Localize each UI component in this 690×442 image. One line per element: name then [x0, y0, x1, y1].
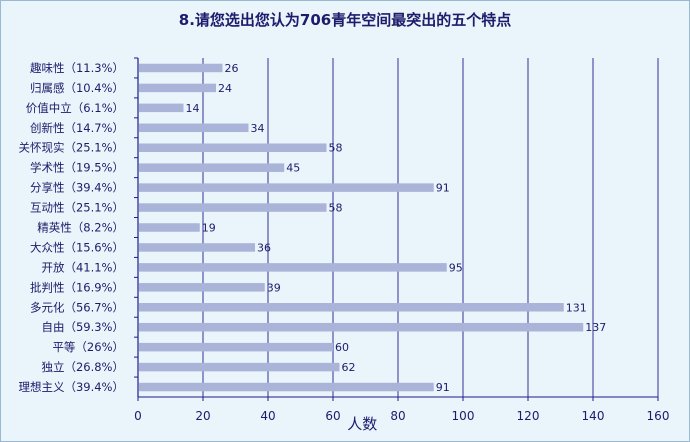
- x-axis-title: 人数: [347, 415, 377, 433]
- x-tick-label: 100: [452, 409, 475, 423]
- chart-title: 8.请您选出您认为706青年空间最突出的五个特点: [178, 11, 512, 29]
- category-label: 精英性（8.2%）: [37, 221, 124, 235]
- bar: [139, 83, 216, 93]
- bar: [139, 103, 184, 113]
- data-label: 39: [267, 281, 281, 294]
- bar: [139, 263, 447, 272]
- data-label: 131: [566, 301, 587, 314]
- x-tick-label: 120: [517, 409, 540, 423]
- category-label: 关怀现实（25.1%）: [18, 141, 124, 155]
- x-tick-label: 40: [260, 409, 275, 423]
- category-label: 分享性（39.4%）: [30, 181, 124, 195]
- bar: [139, 322, 584, 332]
- bar: [139, 283, 265, 292]
- data-label: 62: [342, 361, 356, 374]
- data-label: 45: [286, 162, 300, 175]
- bar: [139, 143, 327, 152]
- category-label: 学术性（19.5%）: [30, 161, 124, 175]
- bar: [139, 63, 223, 73]
- x-tick-label: 0: [134, 409, 142, 423]
- category-label: 平等（26%）: [52, 340, 124, 354]
- bar: [139, 382, 434, 392]
- category-label: 趣味性（11.3%）: [30, 61, 124, 75]
- category-label: 自由（59.3%）: [41, 320, 124, 334]
- data-label: 19: [202, 222, 216, 235]
- bar: [139, 183, 434, 192]
- category-label: 大众性（15.6%）: [30, 240, 124, 254]
- category-label: 创新性（14.7%）: [30, 121, 124, 135]
- bar: [139, 243, 255, 252]
- x-tick-label: 60: [325, 409, 340, 423]
- x-tick-label: 160: [647, 409, 670, 423]
- category-label: 价值中立（6.1%）: [26, 101, 124, 115]
- category-label: 多元化（56.7%）: [30, 300, 124, 314]
- category-label: 开放（41.1%）: [41, 260, 124, 274]
- data-label: 24: [218, 82, 232, 95]
- data-label: 60: [335, 341, 349, 354]
- bar: [139, 203, 327, 212]
- data-label: 95: [449, 261, 463, 274]
- data-label: 36: [257, 241, 271, 254]
- x-tick-label: 80: [390, 409, 405, 423]
- data-label: 58: [329, 202, 343, 215]
- bar: [139, 223, 200, 232]
- bar: [139, 123, 249, 133]
- category-label: 理想主义（39.4%）: [18, 380, 124, 394]
- data-label: 26: [225, 62, 239, 75]
- category-label: 互动性（25.1%）: [30, 201, 124, 215]
- bar: [139, 163, 285, 172]
- category-label: 归属感（10.4%）: [30, 81, 124, 95]
- data-label: 58: [329, 142, 343, 155]
- data-label: 137: [585, 321, 606, 334]
- x-tick-label: 20: [195, 409, 210, 423]
- bar: [139, 342, 333, 352]
- category-label: 独立（26.8%）: [41, 360, 124, 374]
- x-tick-label: 140: [582, 409, 605, 423]
- data-label: 91: [436, 381, 450, 394]
- data-label: 14: [186, 102, 200, 115]
- data-label: 34: [251, 122, 265, 135]
- data-label: 91: [436, 182, 450, 195]
- category-label: 批判性（16.9%）: [30, 280, 124, 294]
- bar: [139, 362, 340, 372]
- bar: [139, 303, 564, 312]
